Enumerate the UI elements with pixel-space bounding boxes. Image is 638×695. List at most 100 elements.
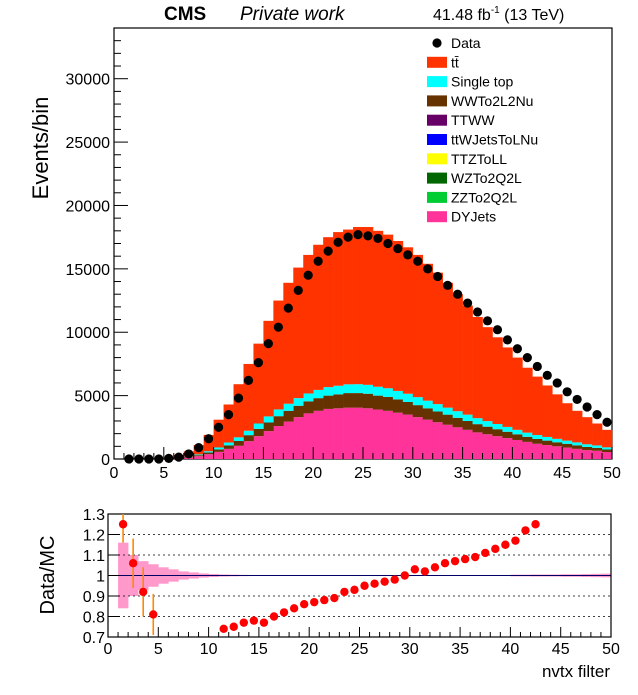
data-point <box>582 402 592 412</box>
bar-single-top <box>363 384 374 394</box>
data-point <box>462 298 473 308</box>
data-point <box>194 442 204 453</box>
x-tick-label: 35 <box>454 465 472 482</box>
data-point <box>522 352 532 363</box>
bar-dyjets <box>592 450 603 459</box>
bar-single-top <box>572 442 583 446</box>
bar-wwto2l2nu <box>572 445 583 449</box>
bar-tt <box>502 347 513 427</box>
bar-dyjets <box>303 413 314 459</box>
bar-single-top <box>313 389 324 399</box>
ratio-x-tick-label: 0 <box>104 641 113 658</box>
bar-single-top <box>462 414 473 421</box>
legend-swatch <box>427 172 447 184</box>
bar-dyjets <box>243 441 254 459</box>
legend-label: tt̄ <box>451 54 459 70</box>
ratio-point <box>430 563 440 572</box>
ratio-x-tick-label: 35 <box>451 641 469 658</box>
data-point <box>512 344 522 354</box>
bar-dyjets <box>203 454 214 459</box>
ratio-point <box>149 610 158 619</box>
bar-wwto2l2nu <box>482 426 493 435</box>
x-tick-label: 30 <box>404 465 422 482</box>
ratio-point <box>320 595 329 605</box>
bar-dyjets <box>363 408 374 459</box>
data-point <box>263 339 273 349</box>
bar-tt <box>343 229 354 385</box>
legend-label: TTWW <box>451 112 495 128</box>
data-point <box>383 238 393 249</box>
bar-dyjets <box>223 448 234 459</box>
data-point <box>602 417 612 427</box>
bar-wwto2l2nu <box>422 408 434 420</box>
legend-swatch <box>427 153 447 165</box>
ratio-point <box>239 618 249 627</box>
data-point <box>223 410 234 420</box>
ratio-point <box>299 600 309 609</box>
data-point <box>373 233 383 244</box>
bar-wwto2l2nu <box>293 405 304 418</box>
data-point <box>492 325 503 335</box>
bar-wwto2l2nu <box>532 438 543 444</box>
bar-wwto2l2nu <box>542 440 553 446</box>
bar-dyjets <box>562 447 573 459</box>
bar-single-top <box>582 444 593 447</box>
bar-dyjets <box>213 451 224 459</box>
ratio-point <box>531 520 540 529</box>
bar-tt <box>592 423 603 446</box>
ratio-point <box>330 593 339 603</box>
ratio-point <box>491 544 500 554</box>
bar-tt <box>293 267 304 399</box>
ratio-point <box>511 536 520 545</box>
ratio-y-tick-label: 1.2 <box>83 528 105 545</box>
bar-single-top <box>442 407 453 415</box>
bar-single-top <box>283 403 294 411</box>
bar-wwto2l2nu <box>412 405 424 418</box>
legend-label: ttWJetsToLNu <box>451 132 538 148</box>
bar-dyjets <box>402 414 414 459</box>
bar-tt <box>582 417 593 445</box>
bar-single-top <box>422 400 434 409</box>
x-tick-label: 10 <box>205 465 223 482</box>
bar-tt <box>233 384 244 438</box>
ratio-point <box>279 608 289 617</box>
bar-dyjets <box>602 452 613 459</box>
bar-tt <box>462 305 473 415</box>
ratio-point <box>400 571 409 580</box>
bar-tt <box>572 410 583 443</box>
ratio-point <box>360 581 369 590</box>
data-point <box>453 289 463 299</box>
legend-swatch <box>427 76 447 88</box>
bar-wwto2l2nu <box>432 411 443 423</box>
bar-wwto2l2nu <box>353 393 364 408</box>
data-point <box>592 410 602 420</box>
bar-dyjets <box>392 412 404 459</box>
bar-tt <box>323 237 334 388</box>
x-tick-label: 40 <box>504 465 522 482</box>
data-point <box>443 280 453 290</box>
bar-dyjets <box>582 450 593 459</box>
bar-tt <box>542 385 553 437</box>
bar-wwto2l2nu <box>492 429 503 437</box>
bar-wwto2l2nu <box>372 395 384 410</box>
data-point <box>433 271 443 282</box>
bar-dyjets <box>353 407 364 459</box>
ratio-point <box>370 579 379 588</box>
bar-wwto2l2nu <box>552 442 563 447</box>
ratio-x-tick-label: 45 <box>552 641 570 658</box>
ratio-point <box>440 559 450 568</box>
bar-wwto2l2nu <box>233 440 244 446</box>
bar-wwto2l2nu <box>582 446 593 451</box>
bar-tt <box>273 300 284 410</box>
data-point <box>164 453 174 463</box>
data-point <box>204 434 214 444</box>
bar-wwto2l2nu <box>313 398 324 411</box>
bar-dyjets <box>512 439 523 459</box>
bar-tt <box>472 317 483 419</box>
bar-tt <box>313 244 324 390</box>
ratio-x-tick-label: 15 <box>250 641 268 658</box>
bar-dyjets <box>193 456 204 459</box>
bar-single-top <box>402 393 414 402</box>
lumi-label: 41.48 fb-1 (13 TeV) <box>433 5 564 24</box>
bar-tt <box>243 363 254 431</box>
